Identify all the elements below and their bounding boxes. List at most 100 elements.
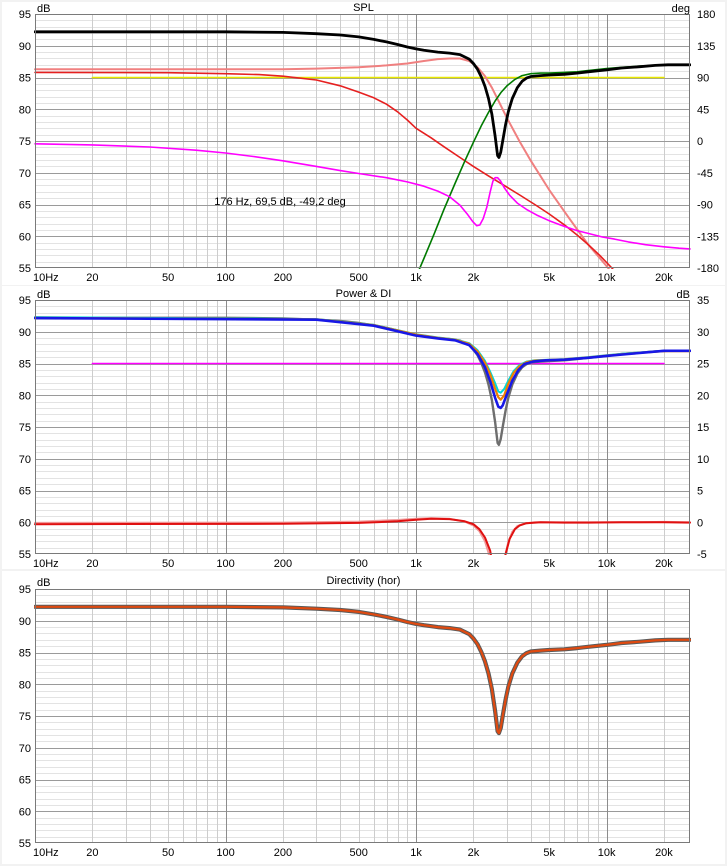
x-tick-label: 5k bbox=[543, 558, 555, 569]
major-h-gridlines bbox=[35, 46, 690, 237]
left-tick-label: 85 bbox=[19, 73, 31, 85]
series-power-response-blue bbox=[34, 316, 691, 410]
right-tick-label: 90 bbox=[697, 73, 709, 85]
left-tick-label: 95 bbox=[19, 9, 31, 21]
left-tick-labels: 55 60 65 70 75 80 85 90 95 bbox=[19, 295, 31, 561]
left-tick-label: 60 bbox=[19, 806, 31, 818]
spl-plot-canvas[interactable]: 55 60 65 70 75 80 85 90 95 180 135 90 45 0 -45 -90 -135 -… bbox=[2, 2, 725, 285]
x-tick-label: 50 bbox=[162, 272, 174, 284]
series-woofer-filtered-red bbox=[34, 71, 614, 269]
major-h-gridlines bbox=[35, 621, 690, 812]
spl-right-axis-unit: deg bbox=[671, 3, 690, 15]
left-tick-label: 70 bbox=[19, 454, 31, 466]
x-tick-label: 100 bbox=[216, 272, 234, 284]
left-tick-labels: 55 60 65 70 75 80 85 90 95 bbox=[19, 584, 31, 850]
left-tick-label: 80 bbox=[19, 679, 31, 691]
x-tick-labels: 10Hz 20 50 100 200 500 1k 2k 5k 10k 20k bbox=[33, 847, 673, 859]
right-tick-label: 0 bbox=[697, 136, 703, 148]
x-tick-label: 100 bbox=[216, 847, 234, 859]
left-tick-label: 65 bbox=[19, 200, 31, 212]
x-tick-label: 500 bbox=[350, 272, 368, 284]
spl-left-axis-unit: dB bbox=[37, 3, 51, 15]
plot-border bbox=[35, 14, 690, 268]
x-tick-label: 20k bbox=[655, 558, 673, 569]
directivity-plot-canvas[interactable]: 55 60 65 70 75 80 85 90 95 10Hz 20 50 100 200 500 1k 2k 5… bbox=[2, 571, 725, 864]
x-tick-label: 1k bbox=[410, 272, 422, 284]
x-tick-label: 10k bbox=[598, 272, 616, 284]
right-tick-label: 0 bbox=[697, 517, 703, 529]
left-tick-label: 70 bbox=[19, 168, 31, 180]
x-tick-label: 100 bbox=[216, 558, 234, 569]
series-total-spl-black bbox=[34, 30, 691, 159]
left-tick-label: 85 bbox=[19, 359, 31, 371]
right-tick-label: 30 bbox=[697, 327, 709, 339]
x-tick-label: 2k bbox=[468, 847, 480, 859]
x-tick-label: 5k bbox=[543, 272, 555, 284]
x-tick-label: 10Hz bbox=[33, 272, 59, 284]
x-tick-label: 20 bbox=[86, 847, 98, 859]
right-tick-label: 25 bbox=[697, 359, 709, 371]
power-di-chart-panel: 55 60 65 70 75 80 85 90 95 35 30 25 20 15 10 5 0 -5 10Hz 20… bbox=[2, 286, 725, 569]
left-tick-label: 60 bbox=[19, 517, 31, 529]
left-tick-label: 60 bbox=[19, 231, 31, 243]
x-tick-label: 500 bbox=[350, 847, 368, 859]
minor-h-gridlines bbox=[35, 306, 690, 549]
left-tick-label: 95 bbox=[19, 584, 31, 596]
series-phase-magenta bbox=[34, 143, 691, 250]
major-v-gridlines bbox=[226, 589, 608, 843]
right-tick-label: 5 bbox=[697, 486, 703, 498]
major-v-gridlines bbox=[226, 14, 608, 268]
left-tick-label: 90 bbox=[19, 616, 31, 628]
spl-chart-title: SPL bbox=[353, 2, 374, 14]
left-tick-label: 80 bbox=[19, 104, 31, 116]
directivity-chart-panel: 55 60 65 70 75 80 85 90 95 10Hz 20 50 100 200 500 1k 2k 5… bbox=[2, 571, 725, 864]
x-tick-label: 10k bbox=[598, 847, 616, 859]
x-tick-label: 200 bbox=[274, 272, 292, 284]
right-tick-label: 180 bbox=[697, 9, 715, 21]
left-tick-label: 65 bbox=[19, 486, 31, 498]
x-tick-labels: 10Hz 20 50 100 200 500 1k 2k 5k 10k 20k bbox=[33, 272, 673, 284]
x-tick-label: 1k bbox=[410, 847, 422, 859]
power-di-chart-title: Power & DI bbox=[335, 288, 392, 300]
left-tick-label: 90 bbox=[19, 41, 31, 53]
series-di-red bbox=[34, 517, 691, 555]
left-tick-label: 55 bbox=[19, 838, 31, 850]
power-di-left-axis-unit: dB bbox=[37, 289, 51, 301]
series-curves bbox=[34, 316, 691, 555]
minor-h-gridlines bbox=[35, 20, 690, 263]
left-tick-label: 75 bbox=[19, 422, 31, 434]
right-tick-label: 15 bbox=[697, 422, 709, 434]
right-tick-label: 45 bbox=[697, 104, 709, 116]
x-tick-label: 5k bbox=[543, 847, 555, 859]
left-tick-label: 70 bbox=[19, 743, 31, 755]
directivity-left-axis-unit: dB bbox=[37, 577, 51, 589]
right-tick-label: -45 bbox=[697, 168, 713, 180]
x-tick-label: 500 bbox=[350, 558, 368, 569]
right-tick-label: -5 bbox=[697, 549, 707, 561]
cursor-readout-annotation: 176 Hz, 69,5 dB, -49,2 deg bbox=[214, 196, 346, 208]
x-tick-label: 200 bbox=[274, 847, 292, 859]
series-curves bbox=[34, 30, 691, 269]
x-tick-label: 20 bbox=[86, 272, 98, 284]
left-tick-label: 85 bbox=[19, 648, 31, 660]
x-tick-labels: 10Hz 20 50 100 200 500 1k 2k 5k 10k 20k bbox=[33, 558, 673, 569]
x-tick-label: 20 bbox=[86, 558, 98, 569]
x-tick-label: 200 bbox=[274, 558, 292, 569]
right-tick-label: -135 bbox=[697, 231, 719, 243]
directivity-chart-title: Directivity (hor) bbox=[326, 575, 401, 587]
left-tick-label: 75 bbox=[19, 136, 31, 148]
right-tick-labels: 180 135 90 45 0 -45 -90 -135 -180 bbox=[697, 9, 719, 275]
x-tick-label: 1k bbox=[410, 558, 422, 569]
x-tick-label: 20k bbox=[655, 272, 673, 284]
right-tick-label: -90 bbox=[697, 200, 713, 212]
left-tick-label: 65 bbox=[19, 775, 31, 787]
left-tick-label: 95 bbox=[19, 295, 31, 307]
right-tick-label: 10 bbox=[697, 454, 709, 466]
x-tick-label: 50 bbox=[162, 558, 174, 569]
power-di-right-axis-unit: dB bbox=[676, 289, 690, 301]
series-curves bbox=[34, 604, 691, 736]
left-tick-label: 55 bbox=[19, 549, 31, 561]
left-tick-label: 55 bbox=[19, 263, 31, 275]
